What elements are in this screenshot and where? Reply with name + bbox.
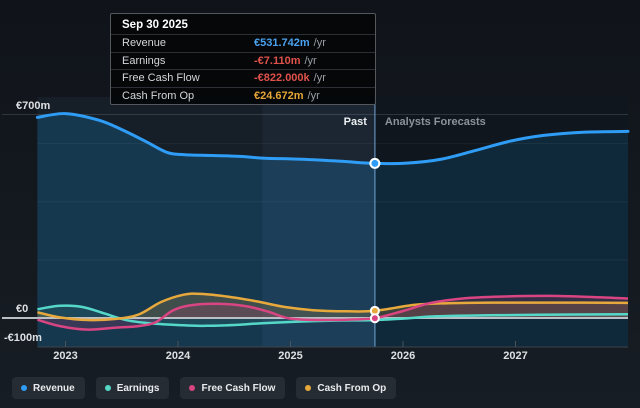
x-tick-label: 2027 (503, 350, 528, 362)
free-cash-flow-line (37, 294, 629, 331)
legend-label: Free Cash Flow (201, 382, 276, 394)
x-tick-label: 2023 (53, 350, 78, 362)
tooltip-unit: /yr (313, 37, 326, 50)
tooltip-label: Free Cash Flow (122, 72, 200, 85)
cash-from-op-dot-icon (305, 385, 312, 391)
x-tick-label: 2026 (390, 350, 416, 362)
analysts-forecasts-annotation: Analysts Forecasts (384, 116, 486, 128)
free-cash-flow-dot-icon (189, 385, 196, 391)
legend-item-cash-from-op[interactable]: Cash From Op (296, 377, 397, 399)
tooltip-value: -€7.110m (254, 54, 301, 67)
revenue-line (35, 112, 630, 166)
tooltip-label: Revenue (122, 37, 167, 50)
chart-legend: Revenue Earnings Free Cash Flow Cash Fro… (12, 377, 397, 399)
revenue-dot-icon (21, 385, 27, 391)
chart-tooltip: Sep 30 2025 Revenue €531.742m /yr Earnin… (110, 13, 376, 105)
legend-label: Earnings (116, 382, 160, 394)
tooltip-row-earnings: Earnings -€7.110m /yr (111, 51, 375, 70)
tooltip-date: Sep 30 2025 (122, 19, 188, 31)
y-axis-label-minus-100m: -€100m (4, 332, 42, 345)
earnings-dot-icon (104, 385, 111, 391)
legend-label: Cash From Op (317, 382, 387, 394)
x-tick-label: 2025 (278, 350, 303, 362)
earnings-line (37, 304, 629, 328)
legend-item-revenue[interactable]: Revenue (12, 377, 85, 399)
x-tick-label: 2024 (165, 350, 191, 362)
tooltip-value: €531.742m (254, 37, 310, 50)
tooltip-value: -€822.000k (254, 72, 310, 85)
tooltip-row-cash-from-op: Cash From Op €24.672m /yr (111, 86, 375, 105)
y-axis-label-700m: €700m (16, 99, 51, 112)
earnings-area (37, 305, 628, 326)
tooltip-row-revenue: Revenue €531.742m /yr (111, 34, 375, 52)
tooltip-value: €24.672m (254, 89, 304, 102)
cash-from-op-area (37, 293, 628, 321)
marker-free-cash-flow[interactable] (369, 313, 380, 324)
tooltip-unit: /yr (313, 72, 326, 85)
tooltip-label: Cash From Op (122, 89, 195, 102)
y-axis-label-zero: €0 (16, 303, 29, 315)
legend-item-free-cash-flow[interactable]: Free Cash Flow (180, 377, 286, 399)
free-cash-flow-area (37, 295, 628, 330)
legend-item-earnings[interactable]: Earnings (95, 377, 170, 399)
revenue-area (37, 113, 628, 347)
legend-label: Revenue (33, 382, 75, 394)
tooltip-label: Earnings (122, 54, 166, 67)
cash-from-op-line (37, 292, 629, 322)
past-annotation: Past (343, 116, 367, 128)
marker-revenue[interactable] (369, 157, 381, 169)
tooltip-unit: /yr (307, 89, 320, 102)
tooltip-unit: /yr (304, 54, 317, 67)
tooltip-row-free-cash-flow: Free Cash Flow -€822.000k /yr (111, 69, 375, 87)
